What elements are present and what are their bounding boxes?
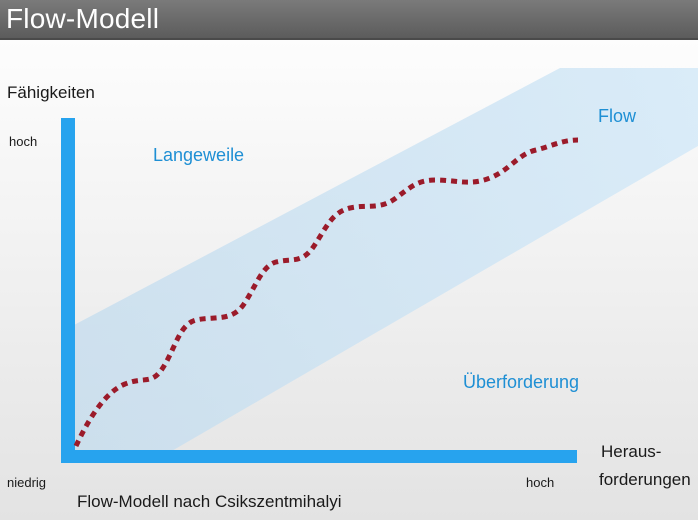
- x-axis-label-line1: Heraus-: [601, 442, 662, 461]
- y-axis: [61, 118, 75, 462]
- origin-low-label: niedrig: [7, 475, 47, 490]
- flow-path: [73, 137, 579, 448]
- x-axis: [61, 450, 577, 463]
- diagram-caption: Flow-Modell nach Csikszentmihalyi: [77, 492, 342, 511]
- zone-label-boredom: Langeweile: [153, 145, 245, 165]
- zone-label-overload: Überforderung: [463, 372, 580, 392]
- zone-label-flow: Flow: [598, 106, 637, 126]
- y-axis-high-label: hoch: [9, 134, 38, 149]
- y-axis-label: Fähigkeiten: [7, 83, 95, 102]
- title-bar: Flow-Modell: [0, 0, 698, 40]
- flow-channel-band: [74, 68, 698, 452]
- page-title: Flow-Modell: [6, 3, 160, 34]
- x-axis-high-label: hoch: [526, 475, 555, 490]
- x-axis-label-line2: forderungen: [599, 470, 691, 489]
